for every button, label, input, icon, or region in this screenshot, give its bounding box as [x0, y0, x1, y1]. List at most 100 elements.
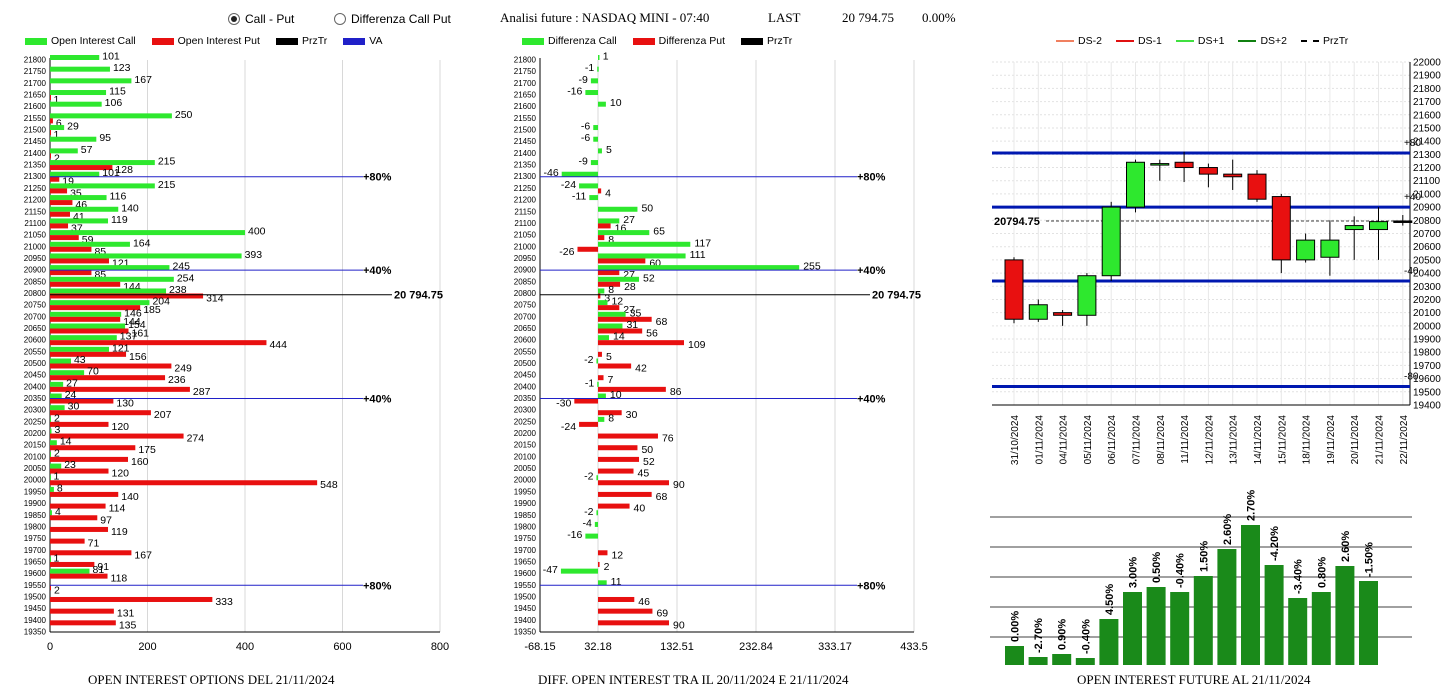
diff-put-label: 90 — [673, 479, 685, 491]
diff-put-label: -26 — [559, 246, 574, 258]
future-value-label: -0.40% — [1175, 553, 1187, 588]
put-value-label: 287 — [193, 386, 211, 398]
strike-label: 19350 — [514, 628, 537, 637]
call-value-label: 101 — [102, 51, 120, 63]
call-value-label: 43 — [74, 354, 86, 366]
legend-label: PrzTr — [301, 35, 328, 47]
strike-label: 21750 — [514, 67, 537, 76]
diff-call-bar — [590, 78, 598, 84]
y-tick-label: 20900 — [1413, 203, 1441, 214]
diff-call-label: -24 — [561, 179, 576, 191]
put-value-label: 160 — [131, 456, 149, 468]
future-bar — [1193, 576, 1213, 665]
diff-call-label: -9 — [579, 156, 588, 168]
put-value-label: 85 — [94, 269, 106, 281]
date-label: 12/11/2024 — [1204, 415, 1215, 465]
strike-label: 20350 — [514, 394, 537, 403]
strike-label: 20100 — [24, 452, 47, 461]
call-value-label: 4 — [55, 506, 61, 518]
put-bar — [50, 410, 151, 416]
candle-body — [1150, 163, 1170, 166]
y-tick-label: 20700 — [1413, 229, 1441, 240]
put-value-label: 2 — [54, 584, 60, 596]
put-value-label: 156 — [129, 351, 147, 363]
call-bar — [50, 136, 97, 142]
strike-label: 20000 — [24, 476, 47, 485]
strike-label: 21600 — [514, 102, 537, 111]
diff-put-bar — [574, 398, 598, 404]
diff-call-label: 111 — [690, 249, 706, 261]
strike-label: 19800 — [514, 522, 537, 531]
diff-call-bar — [598, 55, 600, 60]
last-value: 20 794.75 — [842, 10, 894, 25]
strike-label: 21550 — [514, 114, 537, 123]
candle-body — [1344, 225, 1364, 231]
diff-put-bar — [598, 480, 670, 486]
diff-put-label: 76 — [662, 433, 674, 445]
diff-put-label: 68 — [656, 316, 668, 328]
radio-call-put[interactable]: Call - Put — [228, 12, 294, 26]
put-value-label: 185 — [143, 304, 161, 316]
strike-label: 20350 — [24, 394, 47, 403]
strike-label: 20950 — [24, 254, 47, 263]
call-value-label: 24 — [65, 389, 77, 401]
diff-call-bar — [598, 323, 623, 329]
call-bar — [50, 568, 90, 574]
diff-put-label: 30 — [626, 409, 638, 421]
call-value-label: 393 — [245, 249, 263, 261]
y-tick-label: 21300 — [1413, 150, 1441, 161]
diff-put-bar — [598, 258, 646, 264]
call-value-label: 119 — [111, 214, 128, 226]
diff-put-label: 69 — [656, 608, 668, 620]
x-tick-label: -68.15 — [524, 641, 555, 653]
y-tick-label: 22000 — [1413, 58, 1441, 69]
va-label: +80% — [857, 172, 886, 184]
put-bar — [50, 130, 51, 136]
put-bar — [50, 235, 79, 241]
call-bar — [50, 510, 52, 516]
diff-call-bar — [589, 195, 598, 201]
put-bar — [50, 515, 98, 521]
diff-put-bar — [598, 375, 604, 381]
strike-label: 21200 — [514, 196, 537, 205]
radio-unselected-icon[interactable] — [334, 13, 346, 25]
y-tick-label: 19900 — [1413, 335, 1441, 346]
call-bar — [50, 335, 117, 341]
put-value-label: 249 — [174, 363, 192, 375]
diff-put-bar — [598, 281, 621, 287]
candle-body — [1077, 275, 1097, 316]
strike-label: 21400 — [514, 149, 537, 158]
put-value-label: 114 — [109, 503, 126, 515]
future-bar — [1170, 592, 1190, 665]
strike-label: 21500 — [24, 126, 47, 135]
x-tick-label: 333.17 — [818, 641, 852, 653]
x-tick-label: 32.18 — [584, 641, 612, 653]
strike-label: 21000 — [514, 242, 537, 251]
call-bar — [50, 241, 130, 247]
put-value-label: 444 — [269, 339, 287, 351]
legend-label: VA — [369, 35, 383, 47]
strike-label: 20900 — [24, 266, 47, 275]
date-label: 13/11/2024 — [1229, 415, 1240, 465]
diff-call-label: -46 — [544, 167, 559, 179]
future-bar — [1359, 581, 1378, 665]
strike-label: 20450 — [514, 371, 537, 380]
diff-put-bar — [598, 433, 658, 439]
put-value-label: 333 — [215, 596, 233, 608]
date-label: 07/11/2024 — [1132, 415, 1143, 465]
call-value-label: 400 — [248, 226, 266, 238]
diff-put-label: 40 — [634, 503, 646, 515]
call-value-label: 116 — [110, 191, 127, 203]
date-label: 11/11/2024 — [1180, 415, 1191, 464]
diff-call-bar — [598, 253, 686, 259]
diff-put-label: -30 — [556, 398, 571, 410]
radio-selected-icon[interactable] — [228, 13, 240, 25]
call-bar — [50, 323, 126, 329]
radio-differenza[interactable]: Differenza Call Put — [334, 12, 451, 26]
strike-label: 21600 — [24, 102, 47, 111]
strike-label: 20550 — [24, 347, 47, 356]
call-value-label: 146 — [124, 307, 142, 319]
legend-label: PrzTr — [767, 35, 793, 47]
date-label: 14/11/2024 — [1253, 415, 1264, 465]
future-bar — [1335, 566, 1355, 665]
